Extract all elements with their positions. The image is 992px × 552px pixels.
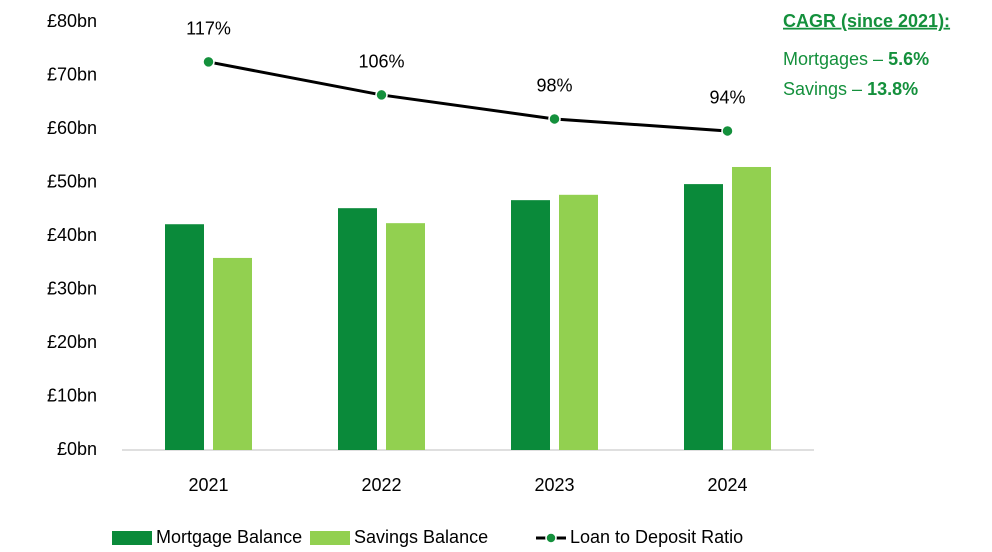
annotation-line: Savings – 13.8% (783, 79, 918, 99)
annotation-text: Savings – (783, 79, 867, 99)
bar (684, 184, 723, 451)
x-tick-label: 2022 (361, 475, 401, 495)
y-tick-label: £60bn (47, 118, 97, 138)
line-marker (375, 88, 388, 102)
legend-label: Mortgage Balance (156, 527, 302, 547)
line-marker (721, 124, 734, 138)
bar (386, 223, 425, 450)
annotation-text: Mortgages – (783, 49, 888, 69)
y-tick-label: £30bn (47, 278, 97, 298)
y-tick-label: £70bn (47, 64, 97, 84)
bar (559, 194, 598, 450)
y-tick-label: £40bn (47, 225, 97, 245)
legend-label: Loan to Deposit Ratio (570, 527, 743, 547)
x-tick-label: 2023 (534, 475, 574, 495)
x-tick-label: 2024 (707, 475, 747, 495)
data-label: 94% (709, 88, 745, 108)
annotation-title: CAGR (since 2021): (783, 11, 950, 31)
bar (732, 166, 771, 451)
annotation-value: 13.8% (867, 79, 918, 99)
y-tick-label: £80bn (47, 11, 97, 31)
bar (213, 257, 252, 450)
y-tick-label: £20bn (47, 332, 97, 352)
legend-swatch (112, 531, 152, 545)
y-tick-label: £10bn (47, 385, 97, 405)
line-marker (548, 112, 561, 126)
bar (165, 224, 204, 450)
line-marker (202, 55, 215, 69)
y-tick-label: £50bn (47, 171, 97, 191)
annotation-value: 5.6% (888, 49, 929, 69)
bar (511, 200, 550, 450)
data-label: 98% (536, 76, 572, 96)
line (208, 60, 728, 133)
legend-label: Savings Balance (354, 527, 488, 547)
legend-swatch (310, 531, 350, 545)
legend-marker (545, 532, 557, 544)
data-label: 106% (358, 52, 404, 72)
x-tick-label: 2021 (188, 475, 228, 495)
annotation-line: Mortgages – 5.6% (783, 49, 929, 69)
y-tick-label: £0bn (57, 439, 97, 459)
bar (338, 208, 377, 450)
data-label: 117% (186, 19, 231, 39)
